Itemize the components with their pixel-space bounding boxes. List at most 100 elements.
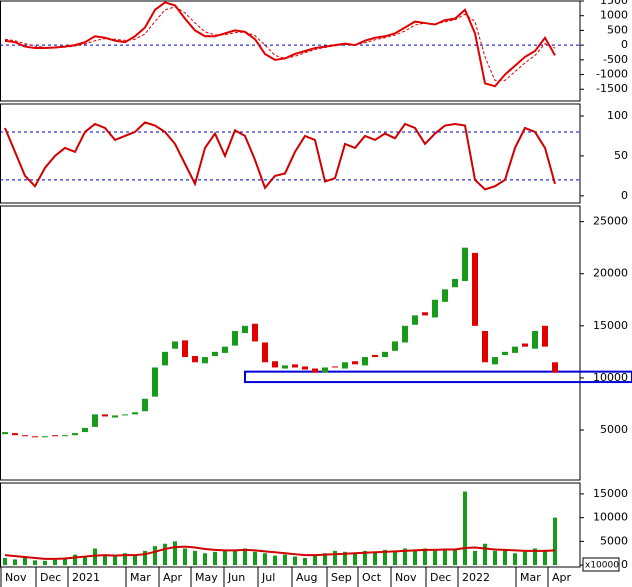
candle [352, 361, 358, 365]
volume-bar [433, 550, 437, 566]
y-tick-label: 0 [621, 558, 628, 571]
volume-bar [123, 553, 127, 566]
candle [232, 331, 238, 346]
candle [242, 325, 248, 334]
volume-bar [423, 548, 427, 566]
y-tick-label: -1500 [596, 82, 628, 95]
x-tick-label: Oct [362, 571, 382, 584]
candle [82, 427, 88, 433]
volume-bar [53, 559, 57, 566]
volume-bar [223, 549, 227, 566]
x-tick-label: Nov [5, 571, 27, 584]
candle [182, 340, 188, 358]
candle [62, 435, 68, 437]
candle [2, 432, 8, 435]
x-tick-label: Jul [261, 571, 275, 584]
candle [102, 414, 108, 417]
volume-bar [343, 551, 347, 566]
panel-frame [0, 205, 581, 481]
panel-frame [0, 103, 581, 204]
x-tick-label: Sep [331, 571, 352, 584]
volume-bar [513, 553, 517, 566]
candle [122, 414, 128, 416]
x-tick-label: 2021 [72, 571, 100, 584]
volume-bar [483, 543, 487, 566]
y-tick-label: 100 [607, 109, 628, 122]
candle [542, 325, 548, 347]
candle [482, 331, 488, 363]
volume-bar [333, 550, 337, 566]
y-tick-label: 20000 [593, 267, 628, 280]
candle [12, 433, 18, 436]
volume-bar [213, 551, 217, 566]
x-tick-label: Dec [430, 571, 451, 584]
line-series [4, 1, 556, 88]
volume-bar [3, 557, 7, 566]
volume-bar [243, 548, 247, 566]
volume-bar [203, 553, 207, 566]
x-tick-label: Dec [40, 571, 61, 584]
candle [22, 435, 28, 437]
candle [142, 398, 148, 412]
candle [192, 356, 198, 363]
candle [302, 366, 308, 370]
y-tick-label: 5000 [600, 423, 628, 436]
volume-bar [103, 554, 107, 566]
y-tick-label: 10000 [593, 371, 628, 384]
candle [202, 357, 208, 364]
volume-bar [233, 550, 237, 566]
candle [372, 354, 378, 358]
candle [382, 351, 388, 358]
volume-bar [23, 556, 27, 566]
candle [422, 312, 428, 316]
volume-bar [363, 550, 367, 566]
y-tick-label: 5000 [600, 534, 628, 547]
candle [472, 252, 478, 326]
volume-bar [143, 550, 147, 566]
candle [342, 362, 348, 369]
volume-bar [533, 548, 537, 566]
candle [252, 323, 258, 342]
volume-bar [153, 546, 157, 566]
candle [292, 364, 298, 368]
candle [492, 357, 498, 365]
y-tick-label: 0 [621, 189, 628, 202]
y-tick-label: 15000 [593, 487, 628, 500]
y-tick-label: -500 [603, 53, 628, 66]
candle [362, 357, 368, 366]
volume-bar [193, 550, 197, 566]
candle [332, 366, 338, 368]
candle [162, 351, 168, 366]
volume-bar [323, 553, 327, 566]
volume-bar [283, 554, 287, 566]
candle [412, 315, 418, 325]
line-series [4, 545, 556, 560]
candle [432, 299, 438, 318]
volume-bar [33, 560, 37, 566]
volume-bar [443, 548, 447, 566]
support-zone [244, 370, 632, 384]
volume-bar [403, 548, 407, 566]
candle [532, 331, 538, 349]
y-tick-label: 15000 [593, 319, 628, 332]
x-tick-label: May [195, 571, 218, 584]
candle [522, 343, 528, 347]
volume-bar [133, 555, 137, 566]
candle [452, 278, 458, 288]
volume-bar [503, 549, 507, 566]
volume-bar [543, 550, 547, 566]
volume-bar [163, 543, 167, 566]
volume-bar [93, 548, 97, 566]
y-tick-label: 25000 [593, 215, 628, 228]
candle [132, 412, 138, 415]
volume-bar [393, 550, 397, 566]
candle [172, 341, 178, 349]
volume-bar [43, 560, 47, 566]
volume-bar [383, 549, 387, 566]
volume-bar [353, 553, 357, 566]
candle [512, 346, 518, 353]
y-tick-label: 1500 [600, 0, 628, 7]
candle [312, 368, 318, 373]
volume-bar [373, 551, 377, 566]
